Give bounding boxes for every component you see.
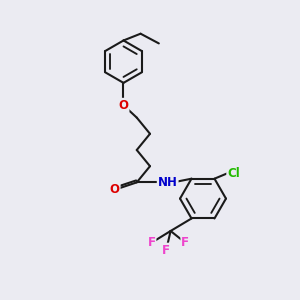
- Text: Cl: Cl: [227, 167, 240, 180]
- Text: O: O: [118, 99, 128, 112]
- Text: O: O: [110, 183, 120, 196]
- Text: F: F: [162, 244, 170, 256]
- Text: F: F: [148, 236, 155, 249]
- Text: F: F: [181, 236, 189, 249]
- Text: NH: NH: [158, 176, 178, 189]
